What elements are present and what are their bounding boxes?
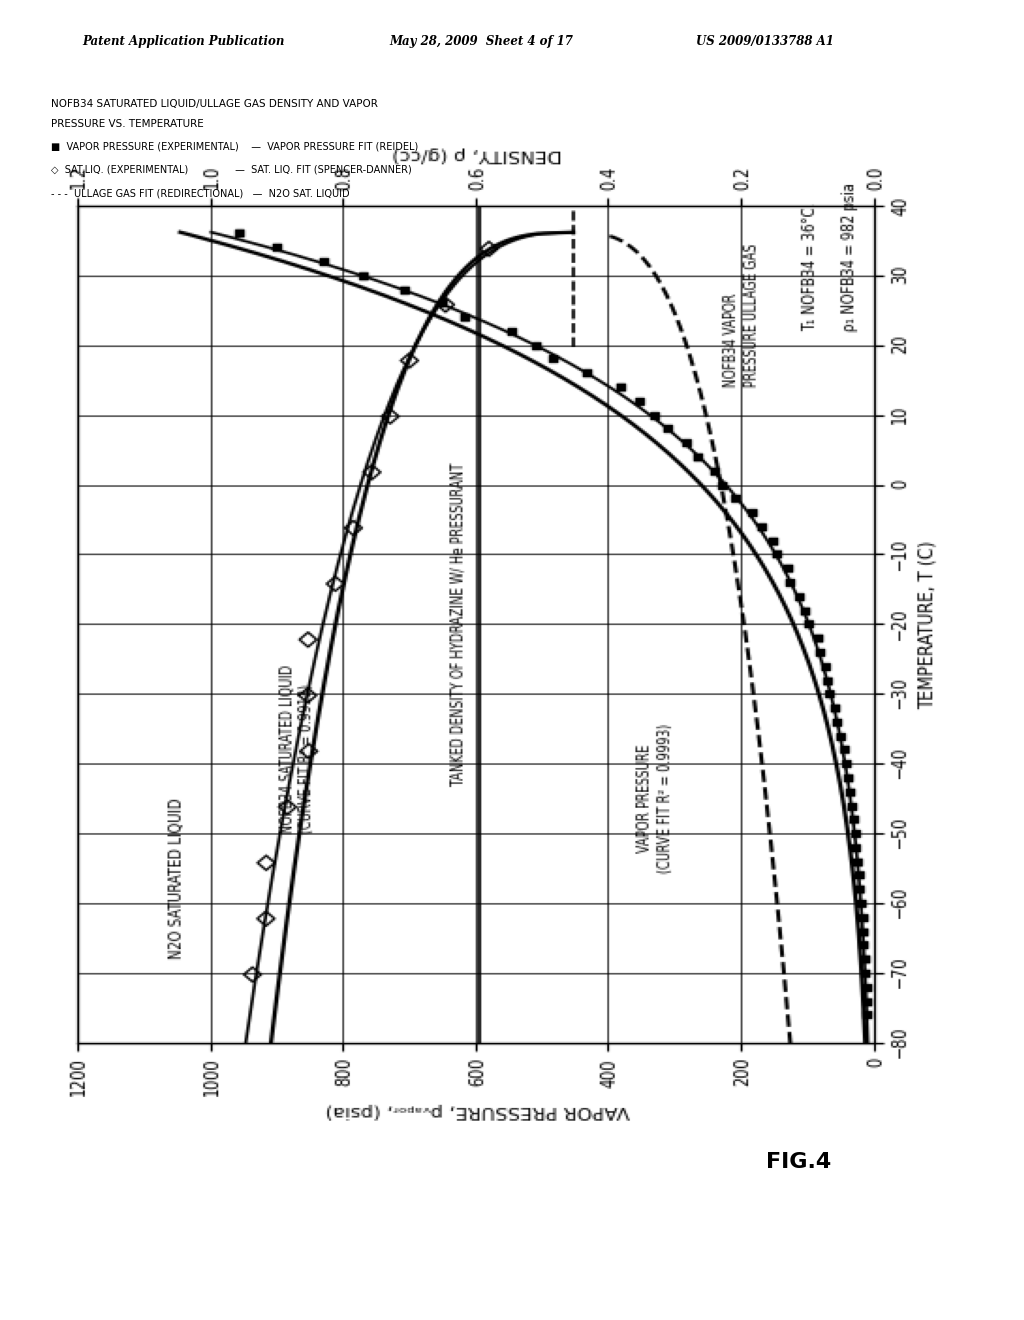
- Text: ■  VAPOR PRESSURE (EXPERIMENTAL)    —  VAPOR PRESSURE FIT (REIDEL): ■ VAPOR PRESSURE (EXPERIMENTAL) — VAPOR …: [51, 141, 419, 152]
- Text: May 28, 2009  Sheet 4 of 17: May 28, 2009 Sheet 4 of 17: [389, 34, 573, 48]
- Text: Patent Application Publication: Patent Application Publication: [82, 34, 285, 48]
- Text: NOFB34 SATURATED LIQUID/ULLAGE GAS DENSITY AND VAPOR: NOFB34 SATURATED LIQUID/ULLAGE GAS DENSI…: [51, 99, 378, 110]
- Text: US 2009/0133788 A1: US 2009/0133788 A1: [696, 34, 835, 48]
- Text: FIG.4: FIG.4: [766, 1152, 831, 1172]
- Text: PRESSURE VS. TEMPERATURE: PRESSURE VS. TEMPERATURE: [51, 119, 204, 129]
- Text: - - -  ULLAGE GAS FIT (REDIRECTIONAL)   —  N2O SAT. LIQUID: - - - ULLAGE GAS FIT (REDIRECTIONAL) — N…: [51, 189, 350, 199]
- Text: ◇  SAT.LIQ. (EXPERIMENTAL)               —  SAT. LIQ. FIT (SPENCER-DANNER): ◇ SAT.LIQ. (EXPERIMENTAL) — SAT. LIQ. FI…: [51, 165, 412, 176]
